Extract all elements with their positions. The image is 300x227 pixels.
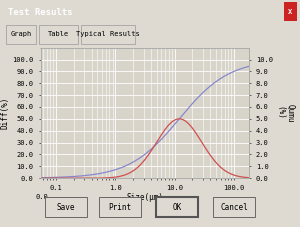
Text: Cancel: Cancel xyxy=(220,203,248,212)
Text: Test Results: Test Results xyxy=(8,8,72,17)
Text: X: X xyxy=(288,9,292,15)
Text: Print: Print xyxy=(108,203,132,212)
Bar xyxy=(213,197,255,217)
Bar xyxy=(6,25,36,44)
Bar xyxy=(156,197,198,217)
Text: Table: Table xyxy=(48,31,69,37)
Bar xyxy=(99,197,141,217)
Text: OK: OK xyxy=(172,203,182,212)
Text: Save: Save xyxy=(57,203,75,212)
Bar xyxy=(81,25,135,44)
Bar xyxy=(39,25,78,44)
Text: Graph: Graph xyxy=(11,31,32,37)
X-axis label: Size(μm): Size(μm) xyxy=(126,192,163,202)
FancyBboxPatch shape xyxy=(284,2,297,21)
Text: 0.0: 0.0 xyxy=(35,194,48,200)
Bar xyxy=(45,197,87,217)
Y-axis label: Qumu
(%): Qumu (%) xyxy=(276,104,295,122)
Y-axis label: Diff(%): Diff(%) xyxy=(1,97,10,129)
Text: Typical Results: Typical Results xyxy=(76,31,140,37)
